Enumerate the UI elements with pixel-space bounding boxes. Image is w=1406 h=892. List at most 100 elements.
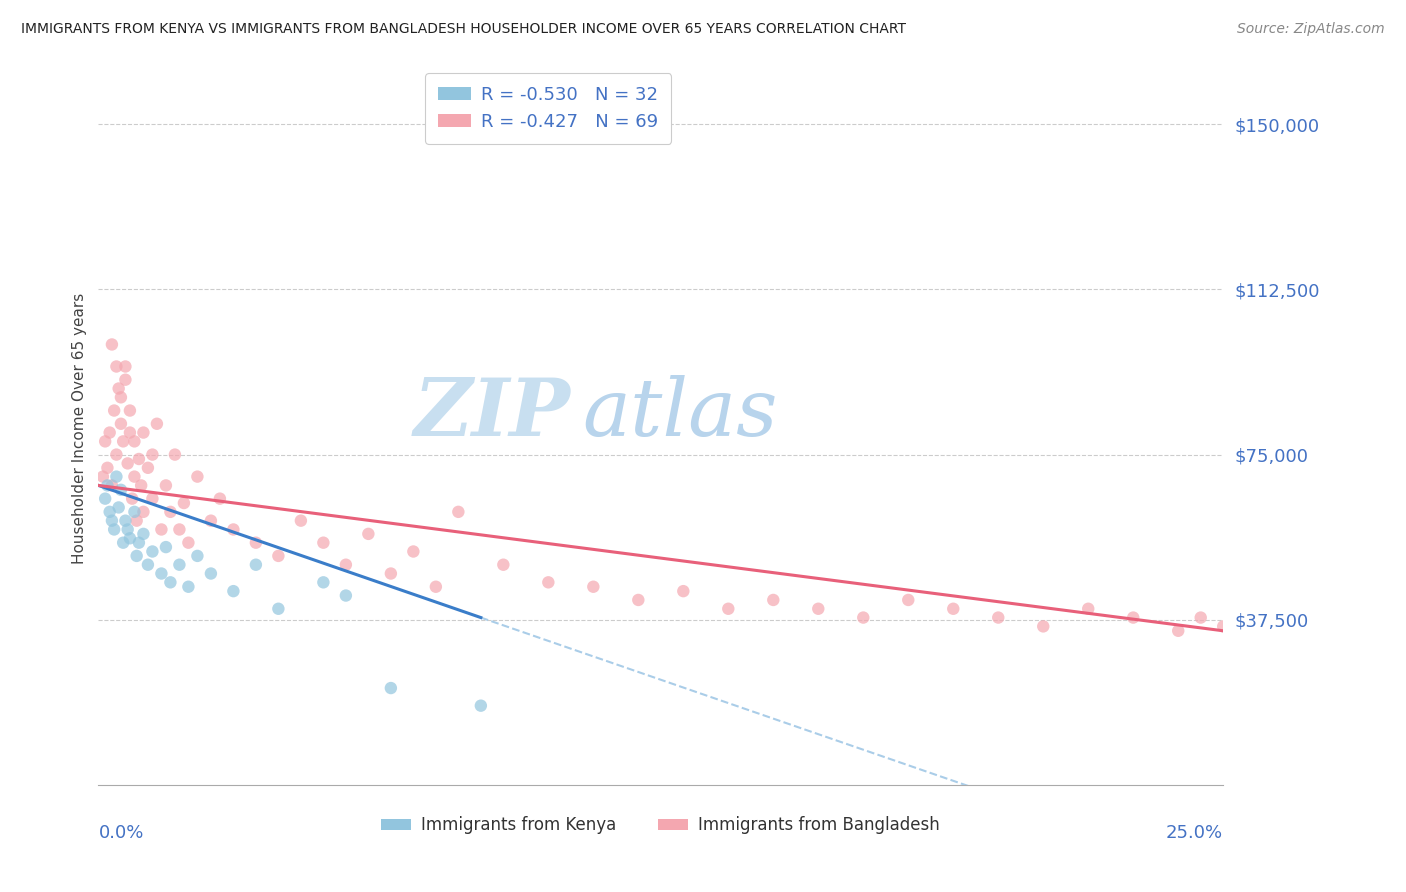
Point xyxy=(105,469,128,483)
Point xyxy=(222,584,245,599)
Point xyxy=(114,373,136,387)
Point xyxy=(117,457,139,471)
Point xyxy=(200,566,222,581)
Point xyxy=(335,558,357,572)
Point xyxy=(447,505,470,519)
Point xyxy=(110,390,132,404)
Point xyxy=(150,566,173,581)
Point xyxy=(762,593,785,607)
Point xyxy=(380,566,402,581)
Point xyxy=(169,558,191,572)
Point xyxy=(312,535,335,549)
Text: ZIP: ZIP xyxy=(413,376,571,452)
Point xyxy=(146,417,169,431)
Point xyxy=(290,514,312,528)
Point xyxy=(1212,619,1234,633)
Point xyxy=(129,478,152,492)
Point xyxy=(118,531,141,545)
Text: 25.0%: 25.0% xyxy=(1166,824,1223,842)
Point xyxy=(136,460,159,475)
Text: IMMIGRANTS FROM KENYA VS IMMIGRANTS FROM BANGLADESH HOUSEHOLDER INCOME OVER 65 Y: IMMIGRANTS FROM KENYA VS IMMIGRANTS FROM… xyxy=(21,22,905,37)
Point xyxy=(159,505,181,519)
Legend: Immigrants from Kenya, Immigrants from Bangladesh: Immigrants from Kenya, Immigrants from B… xyxy=(375,810,946,841)
Point xyxy=(177,535,200,549)
Point xyxy=(470,698,492,713)
Point xyxy=(114,359,136,374)
Point xyxy=(125,514,148,528)
Text: atlas: atlas xyxy=(582,376,778,452)
Point xyxy=(267,549,290,563)
Point xyxy=(177,580,200,594)
Point xyxy=(155,540,177,554)
Point xyxy=(186,469,208,483)
Point xyxy=(118,403,141,417)
Point xyxy=(155,478,177,492)
Point xyxy=(117,523,139,537)
Point xyxy=(124,469,146,483)
Point xyxy=(110,483,132,497)
Point xyxy=(1167,624,1189,638)
Point xyxy=(128,535,150,549)
Point xyxy=(112,434,135,449)
Point xyxy=(136,558,159,572)
Point xyxy=(897,593,920,607)
Point xyxy=(492,558,515,572)
Point xyxy=(98,505,121,519)
Point xyxy=(141,448,163,462)
Point xyxy=(807,601,830,615)
Point xyxy=(96,460,118,475)
Point xyxy=(537,575,560,590)
Point xyxy=(159,575,181,590)
Point xyxy=(582,580,605,594)
Point xyxy=(267,601,290,615)
Point xyxy=(112,535,135,549)
Point xyxy=(627,593,650,607)
Point xyxy=(173,496,195,510)
Point xyxy=(245,535,267,549)
Point xyxy=(98,425,121,440)
Point xyxy=(987,610,1010,624)
Point xyxy=(1189,610,1212,624)
Point xyxy=(101,337,124,351)
Point xyxy=(125,549,148,563)
Point xyxy=(101,514,124,528)
Point xyxy=(105,448,128,462)
Point xyxy=(91,469,114,483)
Point xyxy=(852,610,875,624)
Point xyxy=(1122,610,1144,624)
Point xyxy=(94,491,117,506)
Point xyxy=(208,491,231,506)
Point xyxy=(672,584,695,599)
Point xyxy=(402,544,425,558)
Point xyxy=(132,425,155,440)
Point xyxy=(200,514,222,528)
Point xyxy=(132,527,155,541)
Point xyxy=(380,681,402,695)
Point xyxy=(96,478,118,492)
Point xyxy=(150,523,173,537)
Point xyxy=(128,452,150,467)
Point xyxy=(141,544,163,558)
Text: 0.0%: 0.0% xyxy=(98,824,143,842)
Point xyxy=(105,359,128,374)
Point xyxy=(107,382,129,396)
Text: Source: ZipAtlas.com: Source: ZipAtlas.com xyxy=(1237,22,1385,37)
Point xyxy=(118,425,141,440)
Y-axis label: Householder Income Over 65 years: Householder Income Over 65 years xyxy=(72,293,87,564)
Point xyxy=(222,523,245,537)
Point xyxy=(107,500,129,515)
Point xyxy=(110,417,132,431)
Point xyxy=(186,549,208,563)
Point xyxy=(101,478,124,492)
Point xyxy=(141,491,163,506)
Point xyxy=(357,527,380,541)
Point xyxy=(163,448,186,462)
Point xyxy=(335,589,357,603)
Point xyxy=(1032,619,1054,633)
Point xyxy=(942,601,965,615)
Point xyxy=(717,601,740,615)
Point xyxy=(169,523,191,537)
Point xyxy=(103,523,125,537)
Point xyxy=(124,505,146,519)
Point xyxy=(425,580,447,594)
